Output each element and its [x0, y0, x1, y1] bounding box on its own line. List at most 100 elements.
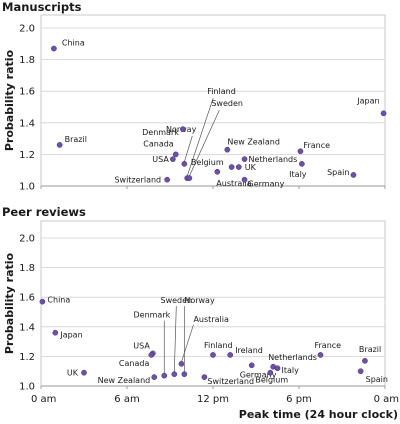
point-peer-reviews-denmark [161, 372, 168, 379]
leader-line-sweden [189, 109, 220, 177]
y-tick-label: 1.4 [19, 322, 35, 333]
leader-line-sweden [173, 306, 177, 373]
y-tick-label: 1.8 [19, 263, 35, 274]
point-label-canada: Canada [143, 139, 174, 148]
point-manuscripts-sweden [186, 175, 193, 181]
point-peer-reviews-finland [210, 352, 216, 358]
point-manuscripts-switzerland [164, 176, 170, 183]
point-manuscripts-canada [172, 151, 179, 158]
point-label-usa: USA [133, 341, 150, 350]
point-label-germany: Germany [240, 370, 277, 379]
point-label-spain: Spain [366, 375, 388, 384]
point-label-brazil: Brazil [359, 345, 381, 354]
y-tick-label: 1.2 [19, 352, 35, 363]
point-manuscripts-japan [380, 110, 387, 117]
leader-line-australia [181, 324, 194, 362]
point-manuscripts-australia [214, 168, 221, 175]
point-peer-reviews-australia [178, 360, 185, 367]
y-axis-title-peer-reviews: Probability ratio [3, 252, 16, 354]
point-manuscripts-spain [350, 172, 357, 178]
point-manuscripts-italy [299, 161, 305, 167]
point-label-uk: UK [245, 163, 257, 172]
point-peer-reviews-uk [81, 369, 87, 376]
x-tick-label: 12 pm [197, 394, 229, 405]
point-manuscripts-netherlands [241, 156, 248, 162]
y-tick-label: 1.0 [19, 182, 35, 193]
marks-layer: China Brazil Switzerland USA Canada Norway Den… [39, 39, 388, 386]
y-tick-label: 1.4 [19, 118, 35, 129]
point-manuscripts-brazil [56, 142, 63, 148]
point-label-china: China [62, 39, 85, 48]
point-label-switzerland: Switzerland [207, 377, 254, 386]
x-axis-title: Peak time (24 hour clock) [239, 408, 398, 421]
point-label-canada: Canada [119, 359, 150, 368]
point-manuscripts-uk [235, 164, 242, 170]
point-label-france: France [315, 341, 342, 350]
point-label-switzerland: Switzerland [114, 176, 161, 185]
point-label-finland: Finland [207, 87, 236, 96]
point-label-denmark: Denmark [142, 128, 179, 137]
point-peer-reviews-germany [248, 362, 255, 369]
y-tick-label: 1.6 [19, 293, 35, 304]
point-label-japan: Japan [59, 331, 82, 340]
point-peer-reviews-italy [274, 365, 281, 372]
point-label-usa: USA [152, 155, 169, 164]
point-peer-reviews-belgium [267, 369, 274, 376]
point-label-japan: Japan [356, 96, 379, 105]
point-label-italy: Italy [282, 366, 300, 375]
x-tick-label: 0 am [374, 394, 399, 405]
y-axis-title-manuscripts: Probability ratio [3, 49, 16, 151]
panel-title-manuscripts: Manuscripts [2, 0, 82, 14]
point-label-finland: Finland [204, 341, 233, 350]
point-peer-reviews-norway [181, 371, 188, 378]
point-label-sweden: Sweden [211, 99, 243, 108]
point-label-australia: Australia [193, 315, 228, 324]
point-label-uk: UK [67, 369, 79, 378]
point-manuscripts-china [51, 45, 57, 52]
point-manuscripts-usa [170, 156, 176, 162]
x-tick-label: 6 pm [286, 394, 312, 405]
point-manuscripts-belgium [228, 164, 235, 170]
y-tick-label: 2.0 [19, 24, 35, 35]
point-label-new-zealand: New Zealand [227, 138, 280, 147]
point-peer-reviews-sweden [171, 371, 178, 378]
y-tick-label: 1.8 [19, 55, 35, 66]
point-manuscripts-germany [241, 176, 248, 183]
y-tick-label: 1.2 [19, 150, 35, 161]
leader-line-norway [183, 135, 193, 162]
point-peer-reviews-canada [148, 352, 155, 358]
point-peer-reviews-brazil [362, 357, 368, 364]
point-manuscripts-denmark [180, 126, 186, 132]
leader-line-finland [186, 97, 214, 177]
point-label-netherlands: Netherlands [268, 353, 317, 362]
point-label-new-zealand: New Zealand [98, 376, 151, 385]
point-peer-reviews-switzerland [201, 374, 208, 380]
point-label-china: China [47, 296, 70, 305]
point-peer-reviews-china [39, 298, 46, 305]
point-peer-reviews-france [317, 352, 324, 358]
y-tick-label: 2.0 [19, 234, 35, 245]
point-peer-reviews-japan [52, 329, 59, 336]
point-label-belgium: Belgium [191, 158, 224, 167]
point-label-netherlands: Netherlands [249, 155, 298, 164]
point-manuscripts-norway [181, 161, 188, 167]
point-label-spain: Spain [327, 168, 349, 177]
y-tick-label: 1.6 [19, 87, 35, 98]
point-peer-reviews-spain [357, 368, 364, 375]
x-tick-label: 6 am [114, 394, 139, 405]
point-label-sweden: Sweden [160, 296, 192, 305]
point-label-norway: Norway [184, 296, 215, 305]
point-manuscripts-france [297, 148, 304, 155]
x-tick-label: 0 am [31, 394, 56, 405]
point-label-belgium: Belgium [255, 376, 288, 385]
point-peer-reviews-ireland [227, 352, 234, 358]
point-label-france: France [303, 141, 330, 150]
point-label-brazil: Brazil [65, 135, 87, 144]
point-label-australia: Australia [216, 179, 251, 188]
point-peer-reviews-new-zealand [151, 374, 158, 380]
point-manuscripts-new-zealand [224, 146, 231, 153]
panel-title-peer-reviews: Peer reviews [2, 205, 86, 219]
point-label-denmark: Denmark [133, 311, 170, 320]
y-tick-label: 1.0 [19, 382, 35, 393]
